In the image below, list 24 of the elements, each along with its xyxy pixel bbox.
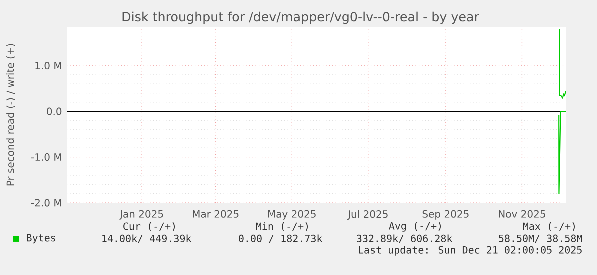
y-tick-label: 0.0 <box>47 108 62 116</box>
text: Min (-/+) <box>256 222 308 232</box>
chart-title: Disk throughput for /dev/mapper/vg0-lv--0-real - by year <box>122 12 480 24</box>
x-tick-label: Jul 2025 <box>348 210 388 220</box>
y-tick-label: 1.0 M <box>36 62 62 70</box>
text: Avg (-/+) <box>389 222 441 232</box>
y-axis-title: Pr second read (-) / write (+) <box>6 44 16 186</box>
legend-label: Bytes <box>27 234 56 244</box>
y-tick-label: -1.0 M <box>31 153 62 162</box>
text: 0.00 / 182.73k <box>239 234 323 244</box>
line-series <box>559 28 567 99</box>
text: Cur (-/+) <box>124 222 176 232</box>
x-tick-label: Jan 2025 <box>120 210 164 220</box>
text: 58.50M/ 38.58M <box>499 234 582 244</box>
x-tick-label: Sep 2025 <box>422 210 469 220</box>
x-tick-label: May 2025 <box>268 210 316 220</box>
text: 332.89k/ 606.28k <box>357 234 453 244</box>
text: Last update: Sun Dec 21 02:00:05 2025 <box>359 246 582 256</box>
line-series <box>558 111 567 194</box>
text: 14.00k/ 449.39k <box>102 234 192 244</box>
text: Max (-/+) <box>523 222 575 232</box>
y-tick-label: -2.0 M <box>31 199 62 207</box>
x-tick-label: Nov 2025 <box>499 210 546 218</box>
x-tick-label: Mar 2025 <box>193 210 239 218</box>
